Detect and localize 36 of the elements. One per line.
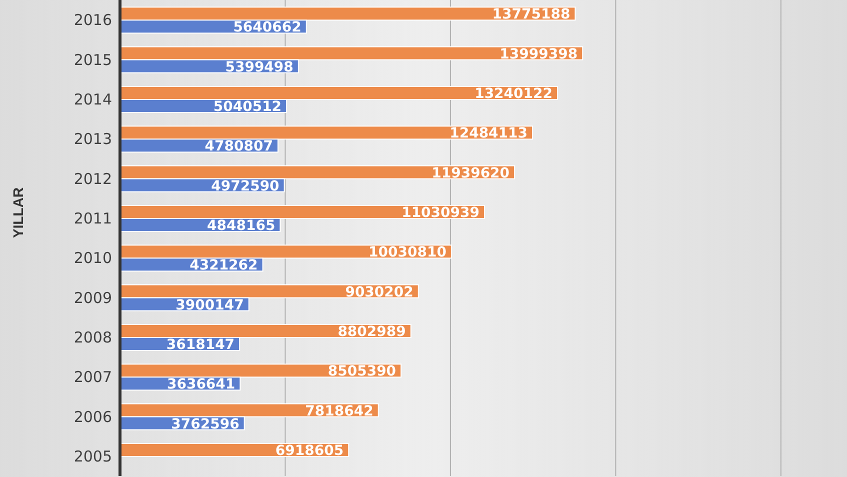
data-label: 3762596 [171,416,240,432]
y-tick-label: 2007 [74,368,112,386]
y-tick-label: 2016 [74,11,112,30]
data-label: 3636641 [166,376,236,393]
data-label: 9030202 [345,284,414,300]
data-label: 5040512 [213,98,282,115]
data-label: 8802989 [338,324,406,340]
data-label: 10030810 [368,244,447,261]
y-tick-label: 2014 [74,90,112,108]
y-tick-label: 2015 [74,50,112,69]
data-label: 13240122 [474,86,553,102]
data-label: 3618147 [166,336,235,353]
data-label: 12484113 [450,126,528,142]
data-label: 5399498 [225,59,294,76]
data-label: 3900147 [176,297,244,314]
data-label: 4780807 [204,138,273,155]
y-tick-label: 2012 [74,170,112,188]
y-tick-label: 2010 [74,249,112,268]
y-tick-label: 2011 [74,209,112,228]
data-label: 11030939 [402,204,480,221]
data-label: 11939620 [432,165,510,182]
y-tick-label: 2013 [74,130,112,148]
data-label: 4972590 [211,178,280,194]
data-label: 4848165 [207,218,276,234]
y-tick-label: 2005 [74,447,112,466]
data-label: 6918605 [275,442,344,459]
data-label: 4321262 [190,258,258,274]
y-tick-label: 2008 [74,328,112,346]
y-tick-label: 2006 [74,408,112,426]
data-label: 13999398 [500,46,578,62]
data-label: 5640662 [233,20,302,36]
data-label: 8505390 [328,364,396,380]
y-axis-title: YILLAR [10,187,26,238]
data-label: 13775188 [492,6,570,23]
data-label: 7818642 [305,403,374,420]
y-tick-label: 2009 [74,288,112,307]
